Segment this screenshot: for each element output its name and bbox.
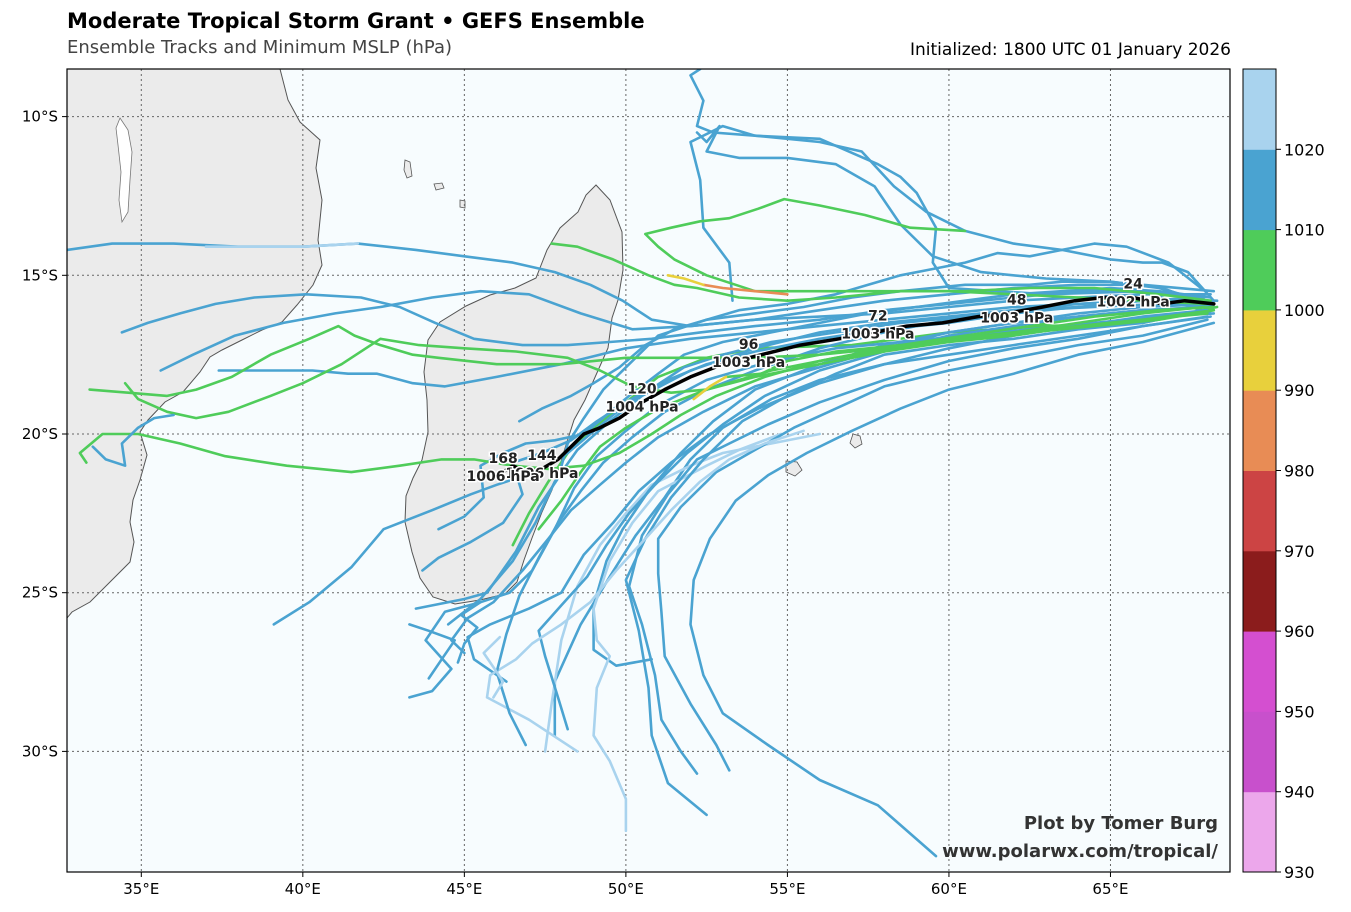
ensemble-member-track xyxy=(702,283,789,296)
ensemble-member-track xyxy=(592,432,783,832)
ensemble-member-track xyxy=(689,69,1216,302)
colorbar-segment xyxy=(1243,149,1276,231)
colorbar-label: 1020 xyxy=(1284,140,1325,159)
forecast-hour-label: 24 xyxy=(1123,277,1143,293)
ensemble-member-track xyxy=(537,305,1212,731)
ensemble-member-track xyxy=(159,289,1212,372)
ensemble-member-track xyxy=(550,242,1212,302)
lat-tick-label: 25°S xyxy=(22,584,58,602)
ensemble-member-track xyxy=(627,315,1212,775)
colorbar-label: 940 xyxy=(1284,783,1315,802)
initialization-time: Initialized: 1800 UTC 01 January 2026 xyxy=(910,40,1231,60)
colorbar-label: 1010 xyxy=(1284,221,1325,240)
ensemble-member-track xyxy=(450,302,1216,655)
forecast-mslp-label: 1003 hPa xyxy=(712,355,785,371)
ensemble-member-track xyxy=(656,318,1209,772)
colorbar-label: 960 xyxy=(1284,622,1315,641)
mean-track xyxy=(501,295,1216,474)
colorbar-label: 990 xyxy=(1284,381,1315,400)
lat-tick-label: 20°S xyxy=(22,425,58,443)
forecast-mslp-label: 1003 hPa xyxy=(980,310,1053,326)
forecast-hour-label: 96 xyxy=(739,337,758,353)
colorbar-segment xyxy=(1243,550,1276,632)
lat-tick-label: 10°S xyxy=(22,108,58,126)
forecast-mslp-label: 1006 hPa xyxy=(467,469,540,485)
plot-frame xyxy=(66,68,1231,873)
ensemble-member-track xyxy=(518,242,1203,423)
ensemble-member-track xyxy=(644,197,1209,306)
ensemble-member-track xyxy=(204,242,360,248)
mslp-colorbar: 930 940 950 960 970 980 990 1000 1010 1020 xyxy=(1242,68,1325,882)
colorbar-segment xyxy=(1243,229,1276,311)
forecast-hour-label: 72 xyxy=(868,308,887,324)
mauritius-island xyxy=(785,460,803,477)
lat-tick-label: 15°S xyxy=(22,266,58,284)
forecast-mslp-label: 1002 hPa xyxy=(1097,295,1170,311)
ensemble-member-track xyxy=(272,296,1206,626)
forecast-annotations: 24 1002 hPa 48 1003 hPa 72 1003 hPa 96 1003 hPa… xyxy=(465,275,1171,487)
ensemble-member-track xyxy=(456,600,482,664)
lon-tick-label: 50°E xyxy=(608,880,644,898)
colorbar-label: 950 xyxy=(1284,702,1315,721)
forecast-mslp-label: 1004 hPa xyxy=(605,399,678,415)
forecast-hour-label: 48 xyxy=(1007,292,1026,308)
colorbar-segment xyxy=(1243,711,1276,793)
colorbar-label: 970 xyxy=(1284,542,1315,561)
ensemble-member-track xyxy=(437,286,1212,531)
colorbar-segment xyxy=(1243,390,1276,471)
ensemble-member-track xyxy=(120,289,1203,347)
comoros-island xyxy=(403,159,413,179)
axis-labels: 35°E 40°E 45°E 50°E 55°E 60°E 65°E 10°S 15°S 20°S… xyxy=(22,108,1129,898)
ensemble-member-track xyxy=(123,305,1206,420)
colorbar-segment xyxy=(1243,631,1276,712)
lon-tick-label: 40°E xyxy=(285,880,321,898)
lat-tick-label: 30°S xyxy=(22,742,58,760)
ensemble-member-track xyxy=(217,299,1209,388)
colorbar-label: 930 xyxy=(1284,863,1315,882)
ensemble-member-track xyxy=(624,308,1206,817)
credit-author: Plot by Tomer Burg xyxy=(1023,813,1218,834)
chart-title: Moderate Tropical Storm Grant • GEFS Ens… xyxy=(67,9,645,33)
ensemble-member-track xyxy=(408,623,456,680)
lon-tick-label: 65°E xyxy=(1092,880,1128,898)
colorbar-segment xyxy=(1243,470,1276,552)
forecast-hour-label: 120 xyxy=(627,381,656,397)
ensemble-member-track xyxy=(724,305,1216,379)
comoros-island xyxy=(433,182,445,191)
africa-coast-land xyxy=(67,69,323,619)
forecast-hour-label: 168 xyxy=(489,451,518,467)
lon-tick-label: 55°E xyxy=(769,880,805,898)
forecast-mslp-label: 1006 hPa xyxy=(505,466,578,482)
ensemble-mean-track xyxy=(501,295,1216,474)
ensemble-member-track xyxy=(689,321,1216,858)
ensemble-member-track xyxy=(485,429,805,753)
colorbar-label: 1000 xyxy=(1284,301,1325,320)
lon-tick-label: 35°E xyxy=(123,880,159,898)
ensemble-member-track xyxy=(482,635,505,699)
reunion-island xyxy=(849,433,863,449)
forecast-hour-label: 144 xyxy=(527,448,556,464)
ensemble-member-track xyxy=(91,413,175,467)
colorbar-segment xyxy=(1243,309,1276,391)
colorbar-segment xyxy=(1243,791,1276,873)
credit-url: www.polarwx.com/tropical/ xyxy=(942,841,1218,862)
ensemble-member-track xyxy=(408,312,1216,699)
colorbar-segment xyxy=(1243,69,1276,150)
forecast-mslp-label: 1003 hPa xyxy=(841,326,914,342)
colorbar-label: 980 xyxy=(1284,462,1315,481)
mayotte-island xyxy=(459,199,466,209)
ensemble-member-track xyxy=(692,375,728,401)
lake-malawi xyxy=(115,117,133,224)
chart-subtitle: Ensemble Tracks and Minimum MSLP (hPa) xyxy=(67,37,453,58)
lon-tick-label: 60°E xyxy=(931,880,967,898)
lon-tick-label: 45°E xyxy=(446,880,482,898)
ensemble-member-track xyxy=(666,274,705,287)
